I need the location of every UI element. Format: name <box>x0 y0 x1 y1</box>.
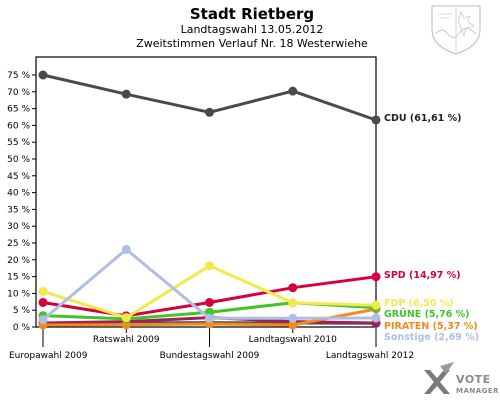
data-point <box>205 313 214 323</box>
series-sonstige <box>38 244 381 325</box>
data-point <box>38 297 48 307</box>
y-tick-label: 0 % <box>13 323 31 333</box>
series-end-label: SPD (14,97 %) <box>384 270 461 281</box>
series-end-label: FDP (6,50 %) <box>384 298 454 309</box>
data-point <box>288 283 298 293</box>
y-tick-label: 5 % <box>13 306 31 316</box>
y-tick-label: 20 % <box>7 256 30 266</box>
y-tick-label: 45 % <box>7 172 30 182</box>
logo-text-vote: VOTE <box>456 373 491 386</box>
data-point <box>38 286 48 296</box>
y-tick-label: 30 % <box>7 222 30 232</box>
data-point <box>205 107 214 117</box>
chart-subtitle-election: Landtagswahl 13.05.2012 <box>181 23 324 36</box>
y-tick-label: 75 % <box>7 71 30 81</box>
y-tick-label: 40 % <box>7 189 30 199</box>
nrw-coat-of-arms-icon <box>431 5 481 55</box>
x-tick-label: Europawahl 2009 <box>9 351 88 361</box>
y-tick-label: 55 % <box>7 138 30 148</box>
chart-title: Stadt Rietberg <box>190 5 314 23</box>
x-tick-label: Ratswahl 2009 <box>93 335 160 345</box>
data-point <box>205 261 214 271</box>
data-point <box>371 313 381 323</box>
series-end-label: PIRATEN (5,37 %) <box>384 321 478 332</box>
series-labels: CDU (61,61 %) Sonstige (2,69 %) FDP (6,50 … <box>384 113 479 343</box>
y-tick-label: 70 % <box>7 88 30 98</box>
y-tick-label: 60 % <box>7 121 30 131</box>
series-fdp <box>38 261 381 323</box>
votemanager-logo: VOTE MANAGER <box>424 362 499 395</box>
x-tick-label: Bundestagswahl 2009 <box>160 351 260 361</box>
series-end-label: CDU (61,61 %) <box>384 113 461 124</box>
x-axis: Europawahl 2009 Ratswahl 2009Bundestagswa… <box>9 327 414 361</box>
data-point <box>371 300 381 310</box>
y-tick-label: 50 % <box>7 155 30 165</box>
series-end-label: GRÜNE (5,76 %) <box>384 309 470 320</box>
y-tick-label: 35 % <box>7 205 30 215</box>
data-point <box>288 320 298 330</box>
data-point <box>121 313 131 323</box>
y-tick-label: 10 % <box>7 289 30 299</box>
data-point <box>121 89 131 99</box>
y-axis: 0 % 5 % 10 % 15 % 20 % 25 % 30 % 35 % 40 % 45 % 50… <box>7 71 36 333</box>
data-point <box>121 244 131 254</box>
data-point <box>288 298 298 308</box>
x-tick-label: Landtagswahl 2012 <box>326 351 414 361</box>
y-tick-label: 15 % <box>7 273 30 283</box>
series-end-label: Sonstige (2,69 %) <box>384 332 479 343</box>
x-tick-label: Landtagswahl 2010 <box>249 335 338 345</box>
y-tick-label: 65 % <box>7 105 30 115</box>
data-point <box>205 297 214 307</box>
series-lines <box>38 70 381 330</box>
data-point <box>288 86 298 96</box>
data-point <box>288 313 298 323</box>
data-point <box>38 70 48 80</box>
data-point <box>371 115 381 125</box>
data-point <box>38 315 48 325</box>
y-tick-label: 25 % <box>7 239 30 249</box>
series-cdu <box>38 70 381 125</box>
data-point <box>371 272 381 282</box>
plot-area-frame <box>35 56 377 328</box>
chart-subtitle-district: Zweitstimmen Verlauf Nr. 18 Westerwiehe <box>136 37 368 50</box>
logo-text-manager: MANAGER <box>456 387 499 395</box>
